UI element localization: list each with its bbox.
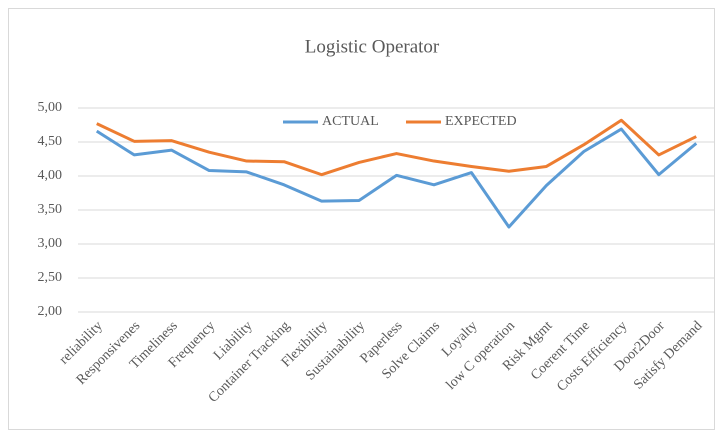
chart-title: Logistic Operator — [305, 36, 440, 57]
y-tick-label: 4,00 — [38, 168, 63, 183]
line-series — [96, 118, 697, 177]
y-tick-label: 5,00 — [38, 100, 63, 115]
legend-label: ACTUAL — [322, 114, 379, 129]
y-tick-label: 2,50 — [38, 270, 63, 285]
legend-label: EXPECTED — [445, 114, 517, 129]
y-tick-label: 3,50 — [38, 202, 63, 217]
y-tick-label: 2,00 — [38, 304, 63, 319]
y-tick-label: 4,50 — [38, 134, 63, 149]
line-series — [95, 127, 698, 229]
chart-frame — [8, 8, 715, 430]
y-tick-label: 3,00 — [38, 236, 63, 251]
